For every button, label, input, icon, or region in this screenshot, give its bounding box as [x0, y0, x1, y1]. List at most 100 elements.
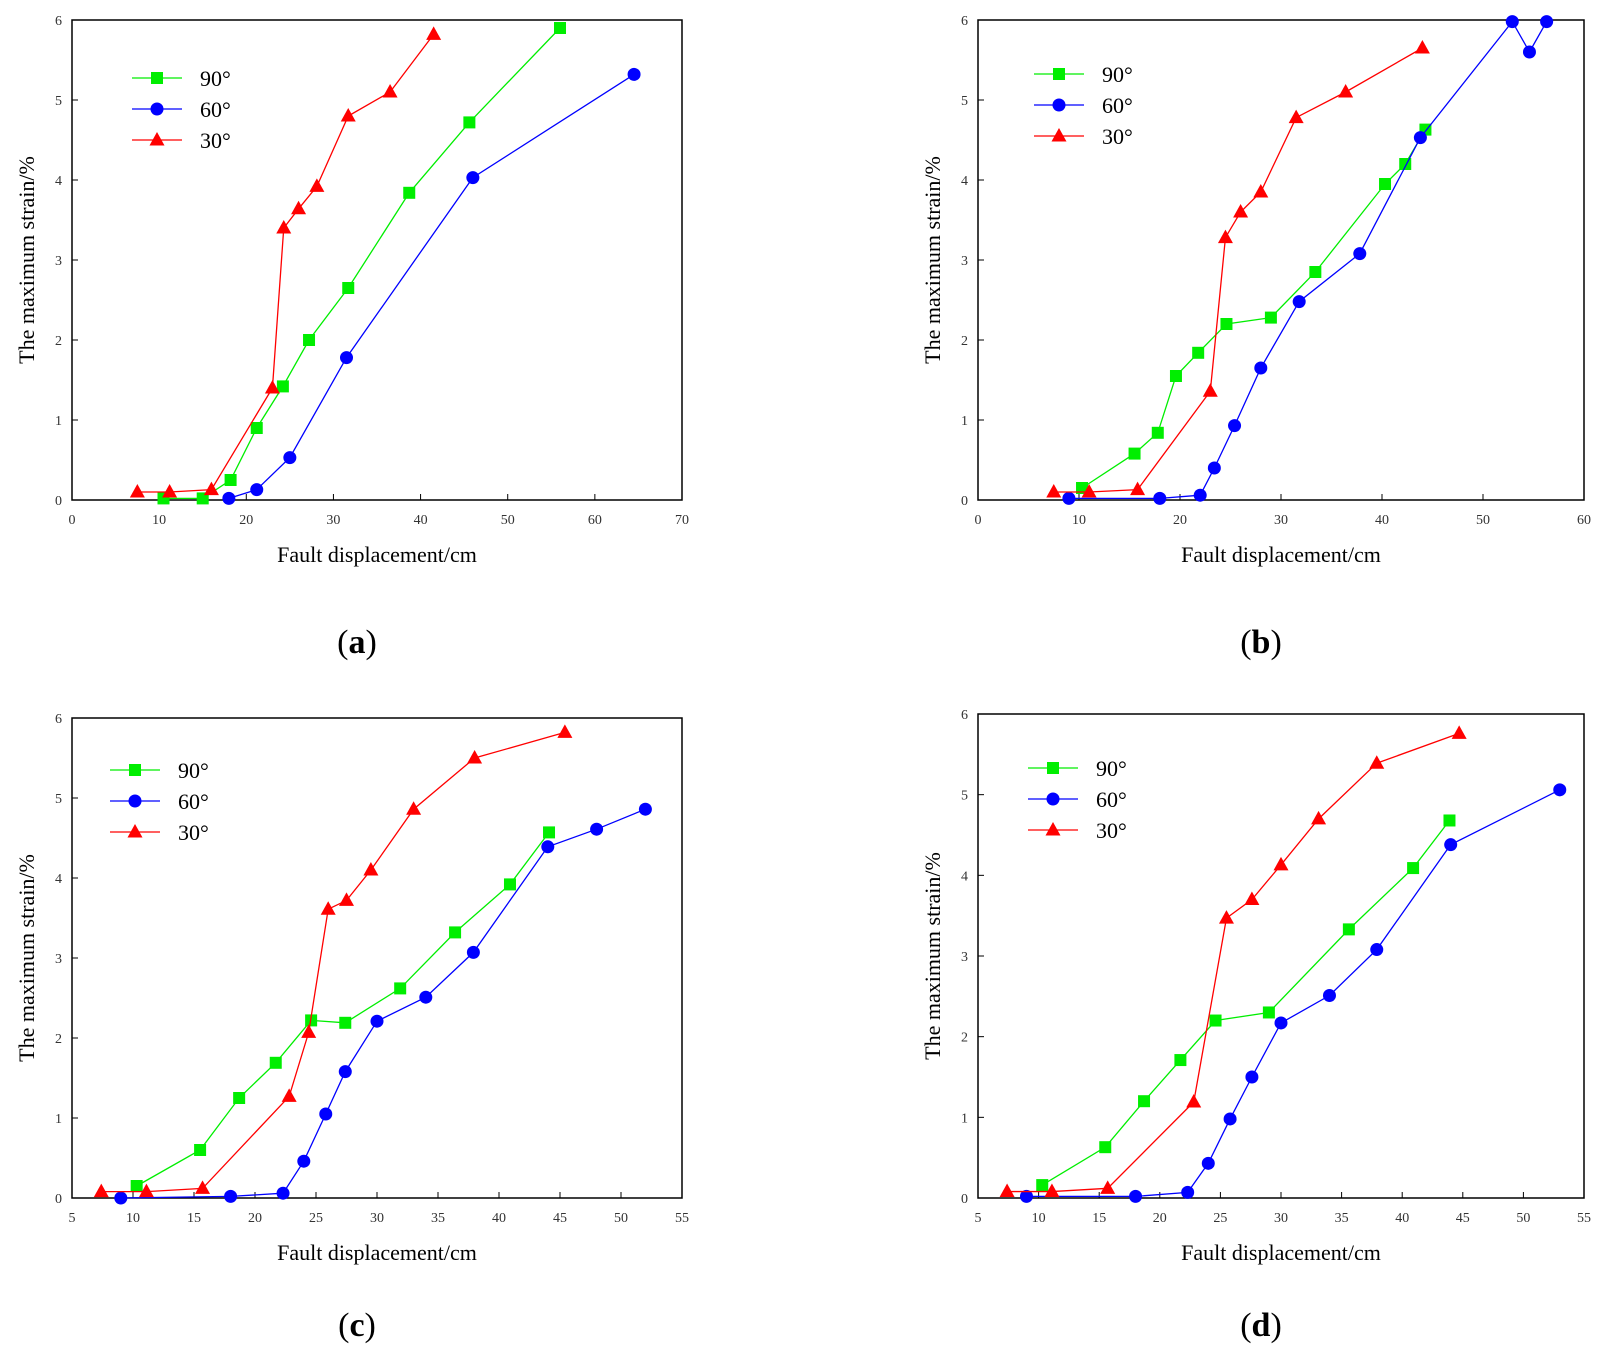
data-point [1153, 491, 1167, 505]
y-axis-title: The maximum strain/% [14, 854, 39, 1062]
data-point [1151, 426, 1164, 439]
x-tick-label: 25 [1213, 1211, 1227, 1226]
data-point [340, 108, 356, 122]
y-tick-label: 3 [961, 254, 968, 269]
data-point [203, 481, 219, 496]
data-point [554, 22, 566, 34]
data-point [1044, 1183, 1060, 1198]
data-point [1129, 1189, 1143, 1203]
data-point [319, 1107, 333, 1121]
legend-marker [1052, 98, 1066, 112]
y-tick-label: 6 [961, 708, 968, 723]
data-point [1081, 484, 1097, 498]
x-tick-label: 70 [675, 513, 689, 528]
legend-marker [149, 132, 165, 146]
legend-label: 60° [1096, 787, 1127, 812]
x-tick-label: 30 [1274, 513, 1288, 528]
x-tick-label: 50 [1476, 513, 1490, 528]
data-point [1209, 1014, 1222, 1027]
data-point [1223, 1112, 1237, 1126]
y-tick-label: 2 [55, 1032, 62, 1047]
legend: 90° 60° 30° [1034, 62, 1133, 149]
data-point [114, 1191, 128, 1205]
x-tick-label: 40 [1375, 513, 1389, 528]
data-point [1181, 1185, 1195, 1199]
data-point [233, 1092, 246, 1104]
y-tick-label: 1 [961, 1111, 968, 1126]
x-tick-label: 40 [1395, 1211, 1409, 1226]
data-point [276, 1186, 290, 1200]
data-point [264, 380, 280, 394]
data-point [1309, 266, 1322, 278]
data-point [1443, 814, 1456, 827]
legend: 90° 60° 30° [1028, 756, 1127, 843]
x-tick-label: 50 [614, 1211, 628, 1226]
data-point [403, 186, 416, 199]
y-tick-label: 0 [961, 1192, 968, 1207]
series-line-2 [1053, 47, 1423, 493]
data-point [1076, 482, 1089, 494]
legend-label: 30° [1102, 124, 1133, 149]
data-point [297, 1154, 311, 1168]
legend-label: 60° [200, 97, 231, 122]
x-tick-label: 35 [431, 1211, 445, 1226]
data-point [283, 451, 297, 465]
data-point [301, 1024, 317, 1038]
data-point [1138, 1095, 1151, 1108]
data-point [222, 491, 236, 505]
y-tick-label: 6 [961, 14, 968, 29]
y-tick-label: 2 [961, 334, 968, 349]
data-point [340, 351, 353, 365]
data-point [1353, 247, 1367, 261]
chart-panel-a: 0 10 20 30 40 50 60 70 0 1 2 3 4 5 6 Fault displacement… [14, 14, 689, 661]
legend-marker [1051, 128, 1067, 142]
data-point [406, 801, 422, 815]
data-point [1505, 15, 1519, 29]
legend-marker [129, 764, 141, 776]
x-tick-label: 0 [975, 513, 982, 528]
x-tick-label: 20 [248, 1211, 262, 1226]
y-tick-label: 1 [55, 1112, 62, 1127]
x-tick-label: 20 [1173, 513, 1187, 528]
y-tick-label: 5 [55, 792, 62, 807]
y-axis-title: The maximum strain/% [14, 156, 39, 364]
data-point [449, 926, 462, 939]
data-point [291, 200, 307, 215]
x-tick-label: 40 [414, 513, 428, 528]
data-point [557, 724, 573, 738]
y-tick-label: 6 [55, 712, 62, 727]
data-point [1218, 910, 1234, 924]
data-point [1262, 1006, 1275, 1019]
data-point [1553, 783, 1567, 797]
data-point [1128, 447, 1141, 460]
x-tick-label: 50 [1516, 1211, 1530, 1226]
x-tick-label: 15 [1092, 1211, 1106, 1226]
x-tick-label: 45 [1456, 1211, 1470, 1226]
data-point [276, 380, 289, 393]
legend-marker [1053, 68, 1065, 80]
data-point [370, 1014, 384, 1028]
data-point [1233, 204, 1249, 218]
data-point [1130, 481, 1146, 496]
data-point [1342, 923, 1355, 936]
data-point [1414, 40, 1430, 54]
data-point [1264, 311, 1277, 324]
series-line-0 [163, 27, 561, 500]
legend-label: 90° [178, 758, 209, 783]
data-point [1322, 989, 1336, 1003]
data-point [1100, 1180, 1116, 1194]
x-tick-label: 30 [326, 513, 340, 528]
legend-label: 30° [200, 128, 231, 153]
y-axis-title: The maximum strain/% [920, 852, 945, 1060]
y-tick-label: 0 [55, 494, 62, 509]
data-point [303, 334, 316, 346]
panel-label: (b) [1240, 624, 1282, 661]
x-tick-label: 0 [69, 513, 76, 528]
data-point [1338, 84, 1354, 98]
y-tick-label: 2 [961, 1031, 968, 1046]
y-tick-label: 5 [961, 94, 968, 109]
legend-marker [1045, 822, 1061, 836]
legend-label: 60° [1102, 93, 1133, 118]
legend-marker [128, 794, 142, 808]
